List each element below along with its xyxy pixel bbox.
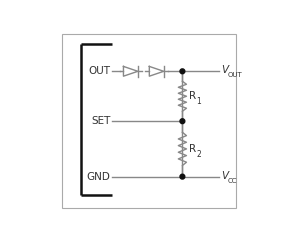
Circle shape <box>180 119 185 124</box>
Text: SET: SET <box>91 116 110 126</box>
Circle shape <box>180 69 185 74</box>
Text: R: R <box>189 91 196 101</box>
Text: 2: 2 <box>196 150 201 159</box>
Text: 1: 1 <box>196 97 201 106</box>
Text: CC: CC <box>228 178 237 184</box>
Circle shape <box>180 174 185 179</box>
Text: V: V <box>221 65 229 75</box>
Text: R: R <box>189 144 196 154</box>
Text: V: V <box>221 171 229 181</box>
Text: OUT: OUT <box>228 72 242 78</box>
Text: GND: GND <box>86 172 110 182</box>
Text: OUT: OUT <box>88 66 110 76</box>
